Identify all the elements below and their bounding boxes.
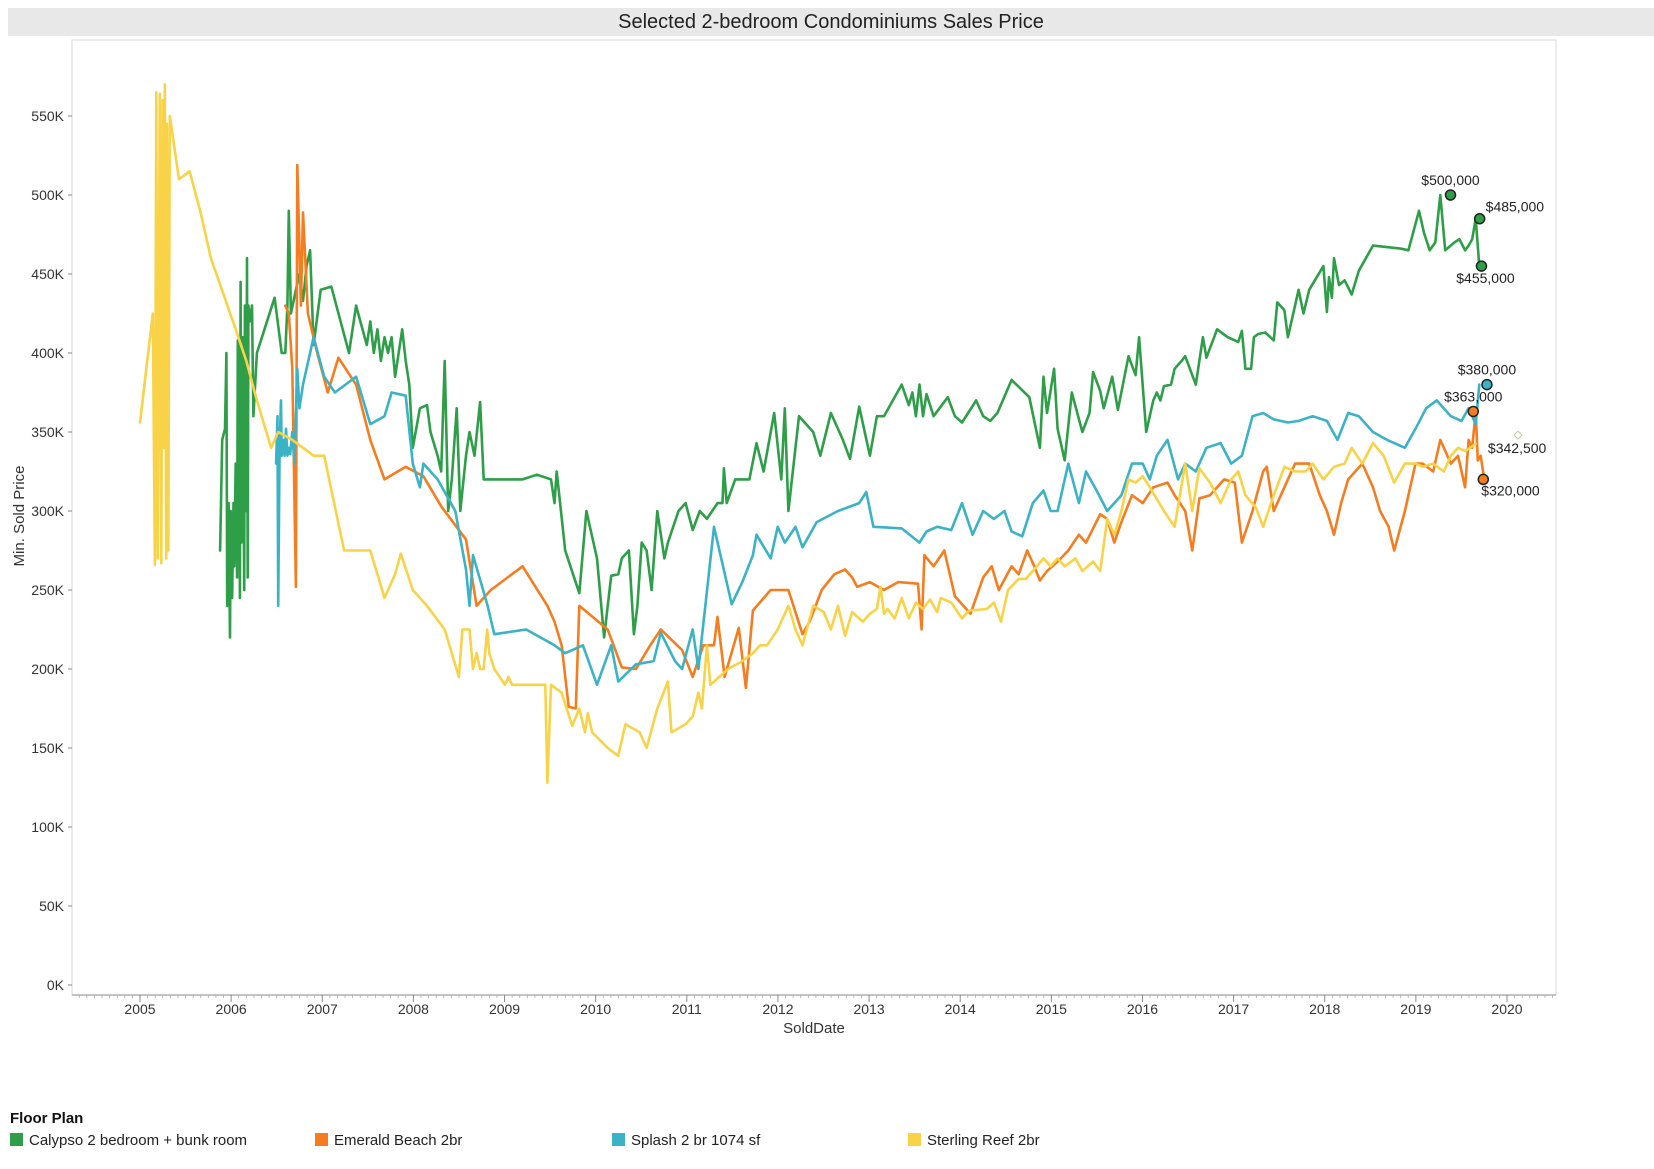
legend-label: Calypso 2 bedroom + bunk room — [29, 1132, 248, 1149]
x-tick-label: 2007 — [307, 1001, 338, 1017]
annotation-marker — [1513, 430, 1523, 440]
y-tick-label: 450K — [31, 266, 64, 282]
x-tick-label: 2013 — [853, 1001, 884, 1017]
y-tick-label: 100K — [31, 819, 64, 835]
x-axis-title: SoldDate — [783, 1020, 845, 1037]
legend-label: Splash 2 br 1074 sf — [631, 1132, 761, 1149]
legend-item-emerald-beach[interactable]: Emerald Beach 2br — [315, 1132, 462, 1152]
y-tick-label: 0K — [47, 977, 65, 993]
x-tick-label: 2016 — [1127, 1001, 1158, 1017]
y-axis-title: Min. Sold Price — [11, 466, 28, 567]
legend-swatch — [908, 1133, 921, 1146]
legend-label: Sterling Reef 2br — [927, 1132, 1040, 1149]
y-tick-label: 350K — [31, 424, 64, 440]
annotation-label: $342,500 — [1488, 440, 1547, 456]
legend-swatch — [612, 1133, 625, 1146]
chart-title-bar: Selected 2-bedroom Condominiums Sales Pr… — [8, 8, 1654, 36]
x-tick-label: 2011 — [672, 1001, 702, 1017]
annotation-marker — [1481, 378, 1493, 391]
legend-title: Floor Plan — [10, 1110, 84, 1127]
x-tick-label: 2019 — [1400, 1001, 1431, 1017]
annotation-label: $380,000 — [1458, 362, 1517, 378]
x-tick-label: 2014 — [945, 1001, 976, 1017]
y-tick-label: 500K — [31, 187, 64, 203]
y-tick-label: 250K — [31, 582, 64, 598]
x-tick-label: 2012 — [762, 1001, 793, 1017]
y-tick-label: 150K — [31, 740, 64, 756]
annotation-label: $500,000 — [1421, 172, 1480, 188]
annotation-marker — [1475, 260, 1488, 272]
annotation-marker — [1477, 473, 1490, 486]
x-tick-label: 2010 — [580, 1001, 611, 1017]
x-tick-label: 2005 — [124, 1001, 155, 1017]
y-tick-label: 550K — [31, 108, 64, 124]
legend-item-calypso[interactable]: Calypso 2 bedroom + bunk room — [10, 1132, 247, 1152]
annotation-label: $485,000 — [1486, 199, 1545, 215]
legend-item-splash[interactable]: Splash 2 br 1074 sf — [612, 1132, 760, 1152]
legend-label: Emerald Beach 2br — [334, 1132, 463, 1149]
legend-item-sterling-reef[interactable]: Sterling Reef 2br — [908, 1132, 1040, 1152]
y-tick-label: 300K — [31, 503, 64, 519]
series-line-1 — [284, 163, 1486, 710]
x-tick-label: 2018 — [1309, 1001, 1340, 1017]
legend-swatch — [10, 1133, 23, 1146]
x-tick-label: 2020 — [1491, 1001, 1522, 1017]
y-tick-label: 200K — [31, 661, 64, 677]
x-tick-label: 2008 — [398, 1001, 429, 1017]
y-tick-label: 50K — [39, 898, 65, 914]
legend: Floor Plan Calypso 2 bedroom + bunk room… — [10, 1110, 1610, 1160]
series-line-2 — [274, 335, 1481, 687]
legend-swatch — [315, 1133, 328, 1146]
x-tick-label: 2009 — [489, 1001, 520, 1017]
x-tick-label: 2006 — [216, 1001, 247, 1017]
series-line-0 — [218, 193, 1481, 639]
plot-area — [71, 39, 1557, 996]
annotation-label: $455,000 — [1456, 270, 1515, 286]
x-tick-label: 2015 — [1036, 1001, 1067, 1017]
annotation-label: $363,000 — [1444, 388, 1503, 404]
annotation-label: $320,000 — [1481, 482, 1540, 498]
y-tick-label: 400K — [31, 345, 64, 361]
series-line-3 — [138, 83, 1477, 785]
x-tick-label: 2017 — [1218, 1001, 1249, 1017]
chart-title: Selected 2-bedroom Condominiums Sales Pr… — [618, 11, 1044, 33]
annotation-marker — [1473, 212, 1486, 225]
annotation-marker — [1467, 405, 1480, 418]
annotation-marker — [1444, 189, 1457, 201]
